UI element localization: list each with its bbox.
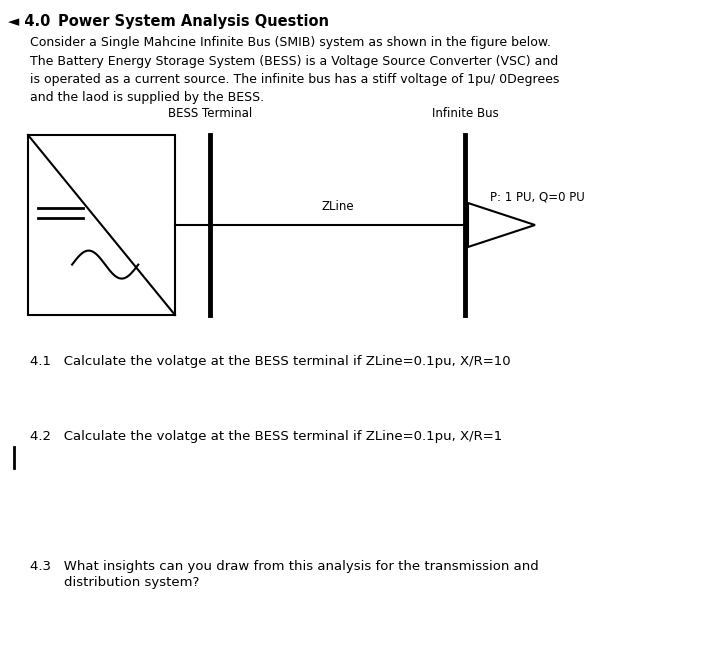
Text: 4.3   What insights can you draw from this analysis for the transmission and: 4.3 What insights can you draw from this… — [30, 560, 539, 573]
Text: Power System Analysis Question: Power System Analysis Question — [58, 14, 329, 29]
Text: BESS Terminal: BESS Terminal — [168, 107, 252, 120]
Text: ◄ 4.0: ◄ 4.0 — [8, 14, 50, 29]
Text: 4.2   Calculate the volatge at the BESS terminal if ZLine=0.1pu, X/R=1: 4.2 Calculate the volatge at the BESS te… — [30, 430, 502, 443]
Text: 4.1   Calculate the volatge at the BESS terminal if ZLine=0.1pu, X/R=10: 4.1 Calculate the volatge at the BESS te… — [30, 355, 510, 368]
Text: P: 1 PU, Q=0 PU: P: 1 PU, Q=0 PU — [490, 190, 585, 203]
Text: Infinite Bus: Infinite Bus — [432, 107, 498, 120]
Text: distribution system?: distribution system? — [30, 576, 199, 589]
Bar — [28, 135, 175, 315]
Text: ZLine: ZLine — [321, 200, 354, 213]
Text: Consider a Single Mahcine Infinite Bus (SMIB) system as shown in the figure belo: Consider a Single Mahcine Infinite Bus (… — [30, 36, 559, 104]
